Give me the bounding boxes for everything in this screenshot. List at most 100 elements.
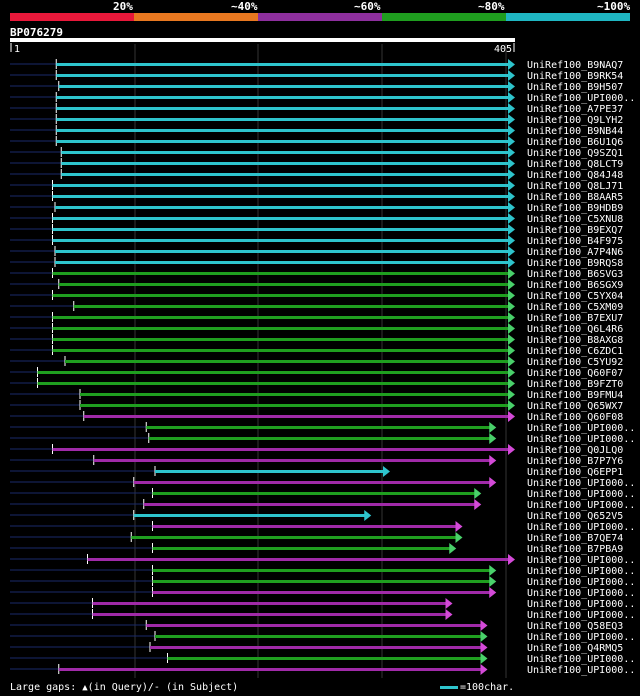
hit-label: UniRef100_UPI000..	[527, 588, 635, 599]
hit-bar	[167, 657, 482, 660]
hit-bar	[56, 74, 509, 77]
hit-arrowhead	[455, 532, 463, 543]
legend-segment	[134, 13, 258, 21]
hit-label: UniRef100_UPI000..	[527, 632, 635, 643]
legend-segment	[10, 13, 134, 21]
hit-label: UniRef100_B9FZT0	[527, 379, 623, 390]
hit-arrowhead	[480, 631, 488, 642]
hit-bar	[80, 393, 509, 396]
hit-arrowhead	[489, 576, 497, 587]
hit-label: UniRef100_UPI000..	[527, 434, 635, 445]
hit-bar	[52, 338, 509, 341]
legend-label: ~100%	[597, 0, 631, 13]
hit-bar	[73, 305, 509, 308]
hit-arrowhead	[480, 664, 488, 675]
hit-arrowhead	[489, 587, 497, 598]
query-name: BP076279	[10, 26, 63, 39]
hit-label: UniRef100_B7PBA9	[527, 544, 623, 555]
hit-bar	[58, 668, 482, 671]
hit-label: UniRef100_Q8LCT9	[527, 159, 623, 170]
hit-label: UniRef100_C5YU92	[527, 357, 623, 368]
hit-label: UniRef100_B6SVG3	[527, 269, 623, 280]
hit-bar	[56, 107, 509, 110]
hit-label: UniRef100_B8AAR5	[527, 192, 623, 203]
hit-label: UniRef100_C5XNU8	[527, 214, 623, 225]
hit-arrowhead	[508, 169, 515, 180]
hit-bar	[80, 404, 509, 407]
hit-arrowhead	[508, 290, 515, 301]
hit-label: UniRef100_UPI000..	[527, 654, 635, 665]
hit-bar	[52, 327, 509, 330]
hit-arrowhead	[508, 389, 515, 400]
hit-arrowhead	[508, 301, 515, 312]
hit-arrowhead	[445, 609, 453, 620]
hit-bar	[152, 525, 457, 528]
hit-bar	[133, 481, 491, 484]
hit-arrowhead	[489, 477, 497, 488]
hit-label: UniRef100_B9RK54	[527, 71, 623, 82]
hit-arrowhead	[508, 334, 515, 345]
hit-bar	[61, 151, 509, 154]
subject-gap-label: - (in Subject)	[153, 682, 239, 693]
hit-bar	[146, 426, 491, 429]
hit-bar	[152, 547, 451, 550]
hit-label: UniRef100_Q9LYH2	[527, 115, 623, 126]
hit-label: UniRef100_B6U1Q6	[527, 137, 623, 148]
hit-label: UniRef100_B7P7Y6	[527, 456, 623, 467]
hit-label: UniRef100_UPI000..	[527, 489, 635, 500]
hit-arrowhead	[383, 466, 390, 477]
hit-arrowhead	[508, 411, 515, 422]
hit-label: UniRef100_B9EXQ7	[527, 225, 623, 236]
hit-bar	[52, 228, 509, 231]
hit-bar	[133, 514, 366, 517]
hit-arrowhead	[508, 246, 515, 257]
hit-label: UniRef100_A7P4N6	[527, 247, 623, 258]
hit-arrowhead	[449, 543, 457, 554]
hit-bar	[61, 173, 509, 176]
hit-label: UniRef100_B6SGX9	[527, 280, 623, 291]
hit-bar	[152, 569, 491, 572]
hit-label: UniRef100_UPI000..	[527, 478, 635, 489]
hit-bar	[131, 536, 457, 539]
hit-bar	[56, 118, 509, 121]
hit-bar	[83, 415, 509, 418]
hit-arrowhead	[489, 455, 497, 466]
query-start-label: 1	[14, 44, 20, 55]
legend-segment	[382, 13, 506, 21]
hit-bar	[152, 591, 491, 594]
hit-bar	[150, 646, 482, 649]
triangle-icon: ▲	[82, 683, 88, 693]
hit-bar	[143, 503, 476, 506]
hit-label: UniRef100_UPI000..	[527, 577, 635, 588]
hit-arrowhead	[489, 433, 497, 444]
hit-arrowhead	[508, 356, 515, 367]
hit-bar	[58, 85, 509, 88]
scale-line-icon	[440, 685, 458, 689]
hit-arrowhead	[508, 444, 515, 455]
hit-bar	[56, 63, 509, 66]
hit-bar	[155, 470, 384, 473]
hit-label: UniRef100_UPI000..	[527, 423, 635, 434]
hit-bar	[55, 250, 509, 253]
legend-segment	[506, 13, 630, 21]
hit-label: UniRef100_C6ZDC1	[527, 346, 623, 357]
query-end-label: 405	[494, 44, 512, 55]
hit-label: UniRef100_Q0JLQ0	[527, 445, 623, 456]
hit-label: UniRef100_UPI000..	[527, 522, 635, 533]
hit-label: UniRef100_B9RQS8	[527, 258, 623, 269]
legend-label: 20%	[113, 0, 133, 13]
hit-label: UniRef100_B8AXG8	[527, 335, 623, 346]
hit-arrowhead	[508, 59, 515, 70]
hit-label: UniRef100_B7QE74	[527, 533, 623, 544]
hit-arrowhead	[508, 147, 515, 158]
hit-bar	[52, 448, 509, 451]
hit-bar	[55, 261, 509, 264]
scale-legend: =100char.	[440, 682, 514, 693]
hit-bar	[52, 217, 509, 220]
hit-bar	[37, 371, 509, 374]
hit-bar	[87, 558, 509, 561]
hit-arrowhead	[508, 213, 515, 224]
hit-arrowhead	[508, 92, 515, 103]
hit-bar	[56, 140, 509, 143]
